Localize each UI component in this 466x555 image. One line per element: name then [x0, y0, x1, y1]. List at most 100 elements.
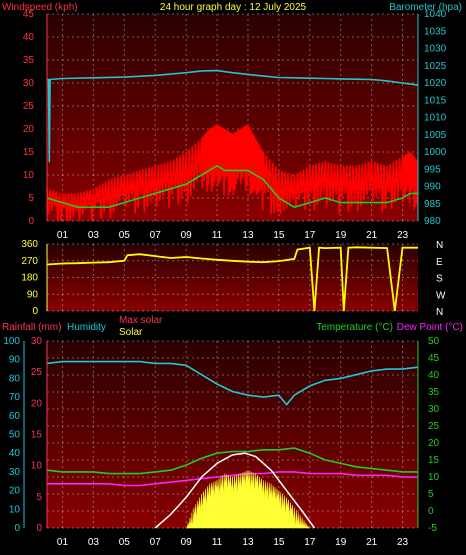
baro-y-tick-label: 1015 — [424, 95, 447, 106]
barometer-series-line — [47, 69, 419, 163]
winddir-y-tick-label: 0 — [32, 306, 38, 317]
baro-y-tick-label: 1040 — [424, 9, 447, 20]
x-tick-label: 03 — [88, 230, 100, 241]
humidity-y-tick-label: 60 — [9, 411, 21, 422]
wind-y-tick-label: 45 — [23, 9, 35, 20]
winddir-y-tick-label: 90 — [27, 289, 39, 300]
baro-y-tick-label: 995 — [424, 164, 441, 175]
x-tick-label: 17 — [304, 230, 316, 241]
legend-solar: Solar — [119, 327, 143, 338]
baro-y-tick-label: 1010 — [424, 113, 447, 124]
compass-label: N — [436, 307, 443, 318]
x-tick-label: 07 — [150, 230, 162, 241]
humidity-y-tick-label: 50 — [9, 430, 21, 441]
wind-avg-series-line — [46, 164, 418, 209]
temp-panel-series — [46, 360, 419, 529]
wind-y-tick-label: 0 — [28, 216, 34, 227]
humidity-y-tick-label: 40 — [9, 448, 21, 459]
legend-max-solar: Max solar — [119, 315, 163, 326]
winddir-y-tick-label: 270 — [21, 256, 38, 267]
wind-y-tick-label: 15 — [23, 147, 35, 158]
rain-y-tick-label: 20 — [31, 398, 43, 409]
wind-y-tick-label: 5 — [28, 193, 34, 204]
x-tick-label: 17 — [304, 537, 316, 548]
rain-y-tick-label: 30 — [31, 336, 43, 347]
humidity-y-tick-label: 90 — [9, 355, 21, 366]
x-tick-label: 05 — [119, 537, 131, 548]
temp-y-tick-label: -5 — [428, 523, 437, 534]
x-tick-label: 09 — [181, 537, 193, 548]
baro-y-tick-label: 1020 — [424, 78, 447, 89]
humidity-y-tick-label: 100 — [3, 336, 20, 347]
x-tick-label: 13 — [242, 230, 254, 241]
baro-y-tick-label: 1035 — [424, 26, 447, 37]
rain-y-tick-label: 0 — [36, 523, 42, 534]
wind-y-tick-label: 10 — [23, 170, 35, 181]
winddir-y-tick-label: 180 — [21, 273, 38, 284]
wind-panel-series — [46, 69, 419, 222]
temp-y-tick-label: 45 — [428, 353, 440, 364]
humidity-series-line — [46, 360, 419, 406]
x-tick-label: 13 — [242, 537, 254, 548]
temperature-series-line — [46, 447, 418, 475]
x-tick-label: 09 — [181, 230, 193, 241]
max-solar-series-line — [154, 452, 316, 529]
humidity-y-tick-label: 0 — [14, 523, 20, 534]
rain-y-tick-label: 10 — [31, 461, 43, 472]
x-tick-label: 21 — [366, 230, 378, 241]
rain-y-tick-label: 5 — [36, 492, 42, 503]
compass-label: S — [436, 274, 443, 285]
gust-series-line — [46, 124, 418, 222]
wind-y-tick-label: 30 — [23, 78, 35, 89]
graph-title: 24 hour graph day : 12 July 2025 — [160, 2, 307, 13]
compass-label: W — [436, 290, 446, 301]
winddir-y-tick-label: 360 — [21, 239, 38, 250]
temp-y-tick-label: 15 — [428, 455, 440, 466]
temp-panel-axes: 01 03 05 07 09 11 13 15 17 19 21 230510152025300102… — [3, 336, 439, 548]
x-tick-label: 15 — [273, 230, 285, 241]
x-tick-label: 05 — [119, 230, 131, 241]
windspeed-axis-title: Windspeed (kph) — [2, 2, 78, 13]
temp-y-tick-label: 0 — [428, 506, 434, 517]
legend-temperature: Temperature (°C) — [316, 322, 393, 333]
winddir-series-line — [46, 246, 418, 312]
x-tick-label: 11 — [212, 537, 223, 548]
rain-y-tick-label: 15 — [31, 430, 43, 441]
humidity-y-tick-label: 10 — [9, 504, 21, 515]
baro-y-tick-label: 1025 — [424, 61, 447, 72]
wind-y-tick-label: 20 — [23, 124, 35, 135]
x-tick-label: 19 — [335, 230, 347, 241]
winddir-panel-series — [46, 246, 418, 312]
temp-y-tick-label: 10 — [428, 472, 440, 483]
rain-y-tick-label: 25 — [31, 367, 43, 378]
baro-y-tick-label: 985 — [424, 199, 441, 210]
temp-y-tick-label: 25 — [428, 421, 440, 432]
baro-y-tick-label: 1030 — [424, 44, 447, 55]
dew-point-series-line — [47, 471, 418, 487]
wind-y-tick-label: 40 — [23, 32, 35, 43]
barometer-axis-title: Barometer (hpa) — [389, 2, 462, 13]
temp-y-tick-label: 40 — [428, 370, 440, 381]
wind-y-tick-label: 35 — [23, 55, 35, 66]
humidity-y-tick-label: 20 — [9, 486, 21, 497]
humidity-y-tick-label: 30 — [9, 467, 21, 478]
x-tick-label: 19 — [335, 537, 347, 548]
winddir-panel — [47, 244, 418, 311]
x-tick-label: 15 — [273, 537, 285, 548]
x-tick-label: 11 — [212, 230, 223, 241]
baro-y-tick-label: 1000 — [424, 147, 447, 158]
temp-y-tick-label: 5 — [428, 489, 434, 500]
temp-y-tick-label: 30 — [428, 404, 440, 415]
temp-y-tick-label: 50 — [428, 336, 440, 347]
x-tick-label: 01 — [57, 537, 69, 548]
baro-y-tick-label: 990 — [424, 182, 441, 193]
solar-series-area — [186, 470, 310, 529]
x-tick-label: 07 — [150, 537, 162, 548]
wind-panel-axes: 01 03 05 07 09 11 13 15 17 19 21 230510152025303540… — [23, 9, 447, 241]
wind-series-line — [46, 141, 419, 209]
legend-humidity: Humidity — [67, 322, 106, 333]
compass-label: N — [436, 240, 443, 251]
baro-y-tick-label: 980 — [424, 216, 441, 227]
